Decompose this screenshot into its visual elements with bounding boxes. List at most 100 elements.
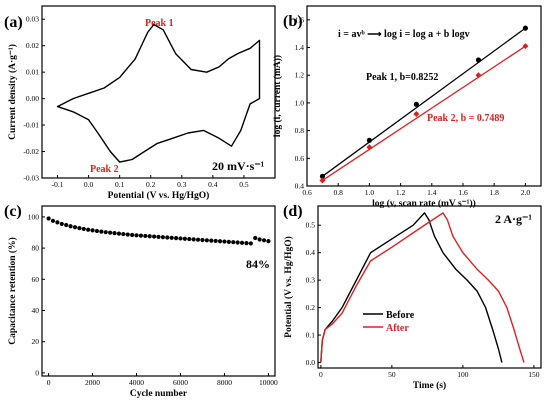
- y-tick-label-a: 0.02: [26, 41, 39, 50]
- retention-point: [134, 233, 139, 238]
- retention-point: [213, 238, 218, 244]
- annotation-current-density: 2 A·g⁻¹: [495, 212, 532, 226]
- retention-point: [178, 236, 183, 241]
- cv-curve: [56, 23, 261, 163]
- retention-point: [103, 230, 108, 235]
- fit-line-peak2: [322, 45, 526, 182]
- retention-point: [121, 231, 126, 237]
- legend-peak2: Peak 2, b = 0.7489: [427, 113, 504, 124]
- annotation-peak1: Peak 1: [145, 18, 174, 29]
- y-tick-label-d: 0.0: [306, 358, 316, 367]
- retention-point: [116, 231, 122, 236]
- retention-point: [187, 236, 192, 242]
- retention-point: [231, 240, 236, 245]
- point-peak2: [413, 111, 420, 117]
- x-tick-label-b: 1.2: [396, 188, 406, 197]
- x-tick-label-a: -0.1: [52, 180, 64, 189]
- retention-point: [257, 237, 262, 242]
- retention-point: [152, 234, 157, 239]
- x-tick-label-c: 6000: [173, 378, 188, 387]
- y-tick-label-b: 0.4: [295, 182, 305, 191]
- retention-point: [46, 216, 51, 221]
- retention-point: [200, 237, 205, 243]
- x-tick-label-d: 50: [388, 370, 396, 379]
- retention-point: [169, 235, 174, 240]
- retention-point: [173, 236, 179, 241]
- x-tick-label-b: 1.6: [458, 188, 468, 197]
- retention-point: [160, 235, 165, 240]
- retention-point: [244, 241, 249, 246]
- point-peak1: [319, 173, 326, 179]
- y-tick-label-d: 0.1: [306, 331, 316, 340]
- plot-frame-c: [41, 205, 276, 377]
- y-axis-label-a: Current density (A·g⁻¹): [7, 44, 18, 140]
- x-tick-label-a: 0.0: [84, 180, 94, 189]
- x-tick-label-a: 0.5: [239, 180, 249, 189]
- y-tick-label-c: 100: [28, 212, 40, 221]
- y-tick-label-b: 0.8: [295, 126, 305, 135]
- retention-point: [81, 226, 86, 232]
- retention-point: [266, 238, 271, 244]
- point-peak2: [366, 144, 373, 151]
- panel-label-a: (a): [4, 14, 23, 31]
- legend-before: Before: [386, 310, 415, 321]
- y-tick-label-a: 0.00: [26, 94, 39, 103]
- x-tick-label-b: 2.0: [521, 188, 531, 197]
- point-peak2: [522, 43, 529, 50]
- panel-label-d: (d): [283, 203, 303, 220]
- retention-point: [59, 221, 64, 227]
- retention-point: [50, 218, 56, 223]
- point-peak2: [319, 177, 326, 184]
- x-axis-label-d: Time (s): [413, 380, 446, 391]
- plot-frame-a: [41, 5, 276, 179]
- x-tick-label-c: 8000: [217, 378, 232, 387]
- point-peak1: [366, 137, 372, 143]
- y-tick-label-a: -0.03: [23, 174, 39, 183]
- point-peak1: [522, 25, 529, 31]
- y-tick-label-d: 0.4: [306, 248, 316, 257]
- y-tick-label-d: 0.2: [306, 303, 316, 312]
- fit-line-peak1: [322, 27, 526, 177]
- y-tick-label-c: 80: [32, 244, 40, 253]
- retention-point: [125, 232, 130, 237]
- retention-point: [261, 238, 267, 243]
- gcd-curve-after: [320, 212, 525, 363]
- retention-point: [72, 225, 78, 230]
- retention-point: [138, 233, 144, 238]
- retention-point: [226, 239, 231, 244]
- retention-point: [94, 228, 100, 234]
- retention-point: [147, 234, 152, 239]
- retention-point: [156, 234, 161, 239]
- retention-point: [143, 233, 148, 239]
- panel-label-c: (c): [4, 203, 22, 220]
- x-tick-label-d: 0: [319, 370, 323, 379]
- x-axis-label-c: Cycle number: [130, 389, 188, 399]
- retention-point: [253, 235, 258, 241]
- x-tick-label-a: 0.1: [115, 180, 125, 189]
- retention-point: [195, 237, 201, 242]
- retention-point: [64, 222, 69, 228]
- retention-point: [182, 236, 187, 241]
- retention-point: [86, 227, 91, 232]
- x-tick-label-d: 150: [528, 370, 540, 379]
- retention-point: [112, 231, 117, 236]
- retention-point: [90, 228, 95, 233]
- x-tick-label-c: 10000: [259, 378, 278, 387]
- retention-point: [204, 238, 209, 243]
- retention-point: [191, 237, 196, 242]
- retention-point: [217, 239, 223, 244]
- retention-point: [68, 224, 73, 229]
- plot-frame-d: [317, 205, 542, 369]
- retention-point: [130, 232, 135, 238]
- x-tick-label-b: 1.8: [490, 188, 500, 197]
- annotation-retention: 84%: [246, 257, 270, 271]
- y-tick-label-a: 0.03: [26, 15, 39, 24]
- retention-point: [239, 240, 245, 245]
- x-tick-label-a: 0.4: [208, 180, 218, 189]
- x-tick-label-d: 100: [457, 370, 469, 379]
- equation: i = avᵇ ⟶ log i = log a + b logv: [338, 29, 470, 40]
- y-axis-label-d: Potential (V vs. Hg/HgO): [283, 236, 294, 338]
- y-tick-label-c: 40: [32, 306, 40, 315]
- x-tick-label-b: 0.6: [302, 188, 312, 197]
